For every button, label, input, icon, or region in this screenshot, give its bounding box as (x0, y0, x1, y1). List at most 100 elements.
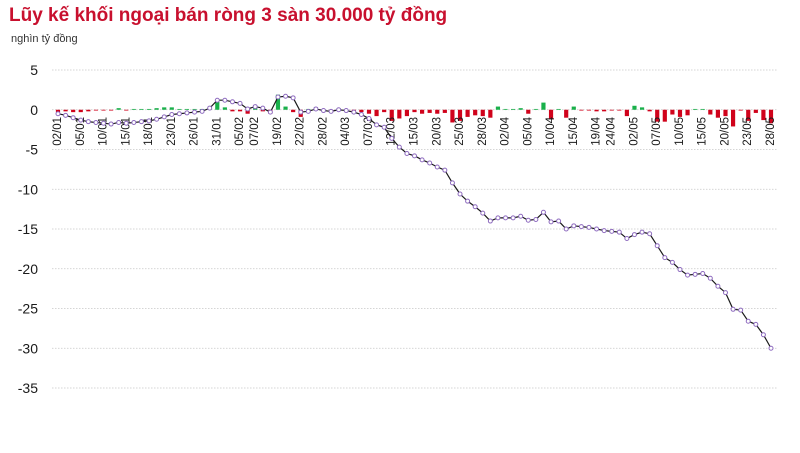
x-tick-label: 20/03 (431, 117, 443, 146)
x-tick-label: 28/03 (477, 117, 489, 146)
x-tick-label: 15/05 (697, 117, 709, 146)
bar (647, 109, 652, 112)
line-points (55, 93, 774, 351)
line-point (685, 272, 691, 278)
line-point (609, 228, 615, 234)
line-point (495, 215, 501, 221)
line-point (472, 204, 478, 210)
x-tick-label: 26/01 (189, 117, 201, 146)
line-point (55, 111, 61, 117)
line-point (267, 109, 273, 115)
bar (579, 109, 584, 111)
bar (450, 109, 455, 123)
line-point (647, 231, 653, 237)
x-tick-label: 05/01 (75, 117, 87, 146)
bar (495, 106, 501, 110)
bar (541, 102, 546, 110)
bar (291, 109, 296, 113)
line-point (184, 110, 190, 116)
bar (124, 109, 129, 111)
x-tick-label: 05/02 (234, 117, 246, 146)
bar (480, 109, 485, 117)
bar (700, 108, 705, 110)
x-tick-label: 07/05 (651, 117, 663, 146)
line-point (131, 119, 137, 125)
bar (548, 109, 554, 120)
y-tick-labels: 5 0 -5 -10 -15 -20 -25 -30 -35 (18, 62, 38, 396)
bar (63, 109, 68, 112)
bar (177, 108, 182, 110)
bar (78, 109, 83, 113)
bar (609, 109, 614, 111)
bar (131, 108, 136, 110)
bar (617, 109, 622, 111)
line-point (237, 100, 243, 106)
bar (245, 109, 250, 114)
line-point (78, 117, 84, 123)
bar (533, 108, 538, 110)
bar (624, 109, 629, 117)
line-point (480, 210, 486, 216)
y-tick-label: -5 (26, 142, 39, 158)
bar (746, 109, 751, 121)
y-tick-label: -15 (18, 221, 38, 237)
bar (518, 108, 523, 110)
line-point (442, 167, 448, 173)
bar (162, 107, 167, 110)
line-point (427, 160, 433, 166)
bar (230, 109, 235, 112)
y-tick-label: -30 (18, 340, 38, 356)
bar (427, 109, 432, 113)
x-tick-label: 15/01 (120, 117, 132, 146)
bar (708, 109, 713, 115)
line-point (540, 209, 546, 215)
bar (382, 109, 387, 113)
line-point (229, 99, 235, 105)
y-tick-label: -20 (18, 261, 38, 277)
x-tick-labels: 02/01 05/01 10/01 15/01 18/01 23/01 26/01 31/01… (52, 116, 777, 145)
line-point (677, 267, 683, 273)
line-point (305, 108, 311, 114)
line-point (207, 105, 213, 111)
line-point (487, 218, 493, 224)
chart-title: Lũy kế khối ngoại bán ròng 3 sàn 30.000 … (9, 5, 448, 26)
line-point (510, 215, 516, 221)
x-tick-label: 04/03 (340, 117, 352, 146)
line-point (753, 321, 759, 327)
x-tick-label: 07/03 (363, 117, 375, 146)
line-point (85, 119, 91, 125)
bar (677, 109, 683, 117)
bar (639, 107, 645, 110)
line-point (138, 119, 144, 125)
line-point (336, 107, 342, 113)
x-tick-label: 25/03 (454, 117, 466, 146)
line-point (518, 213, 524, 219)
line-point (169, 112, 175, 118)
line-point (434, 164, 440, 170)
bar (503, 108, 508, 110)
bar (366, 109, 372, 114)
x-tick-label: 02/04 (500, 116, 512, 145)
bar (488, 109, 493, 118)
line-point (108, 121, 114, 127)
line-point (358, 112, 364, 118)
bar (761, 109, 766, 121)
x-tick-label: 20/05 (719, 117, 731, 146)
line-point (556, 218, 562, 224)
line-point (578, 224, 584, 230)
bar (154, 108, 159, 110)
line-point (586, 224, 592, 230)
bar (632, 105, 637, 110)
bar (556, 108, 561, 110)
x-tick-label: 19/02 (272, 117, 284, 146)
x-tick-label: 02/05 (628, 117, 640, 146)
line-point (548, 219, 554, 225)
bar (511, 108, 516, 110)
bar (389, 109, 394, 121)
line-point (722, 290, 728, 296)
line-point (412, 153, 417, 159)
bar (192, 108, 197, 110)
line-point (396, 144, 402, 150)
line-point (252, 104, 258, 110)
x-tick-label: 12/03 (386, 117, 398, 146)
